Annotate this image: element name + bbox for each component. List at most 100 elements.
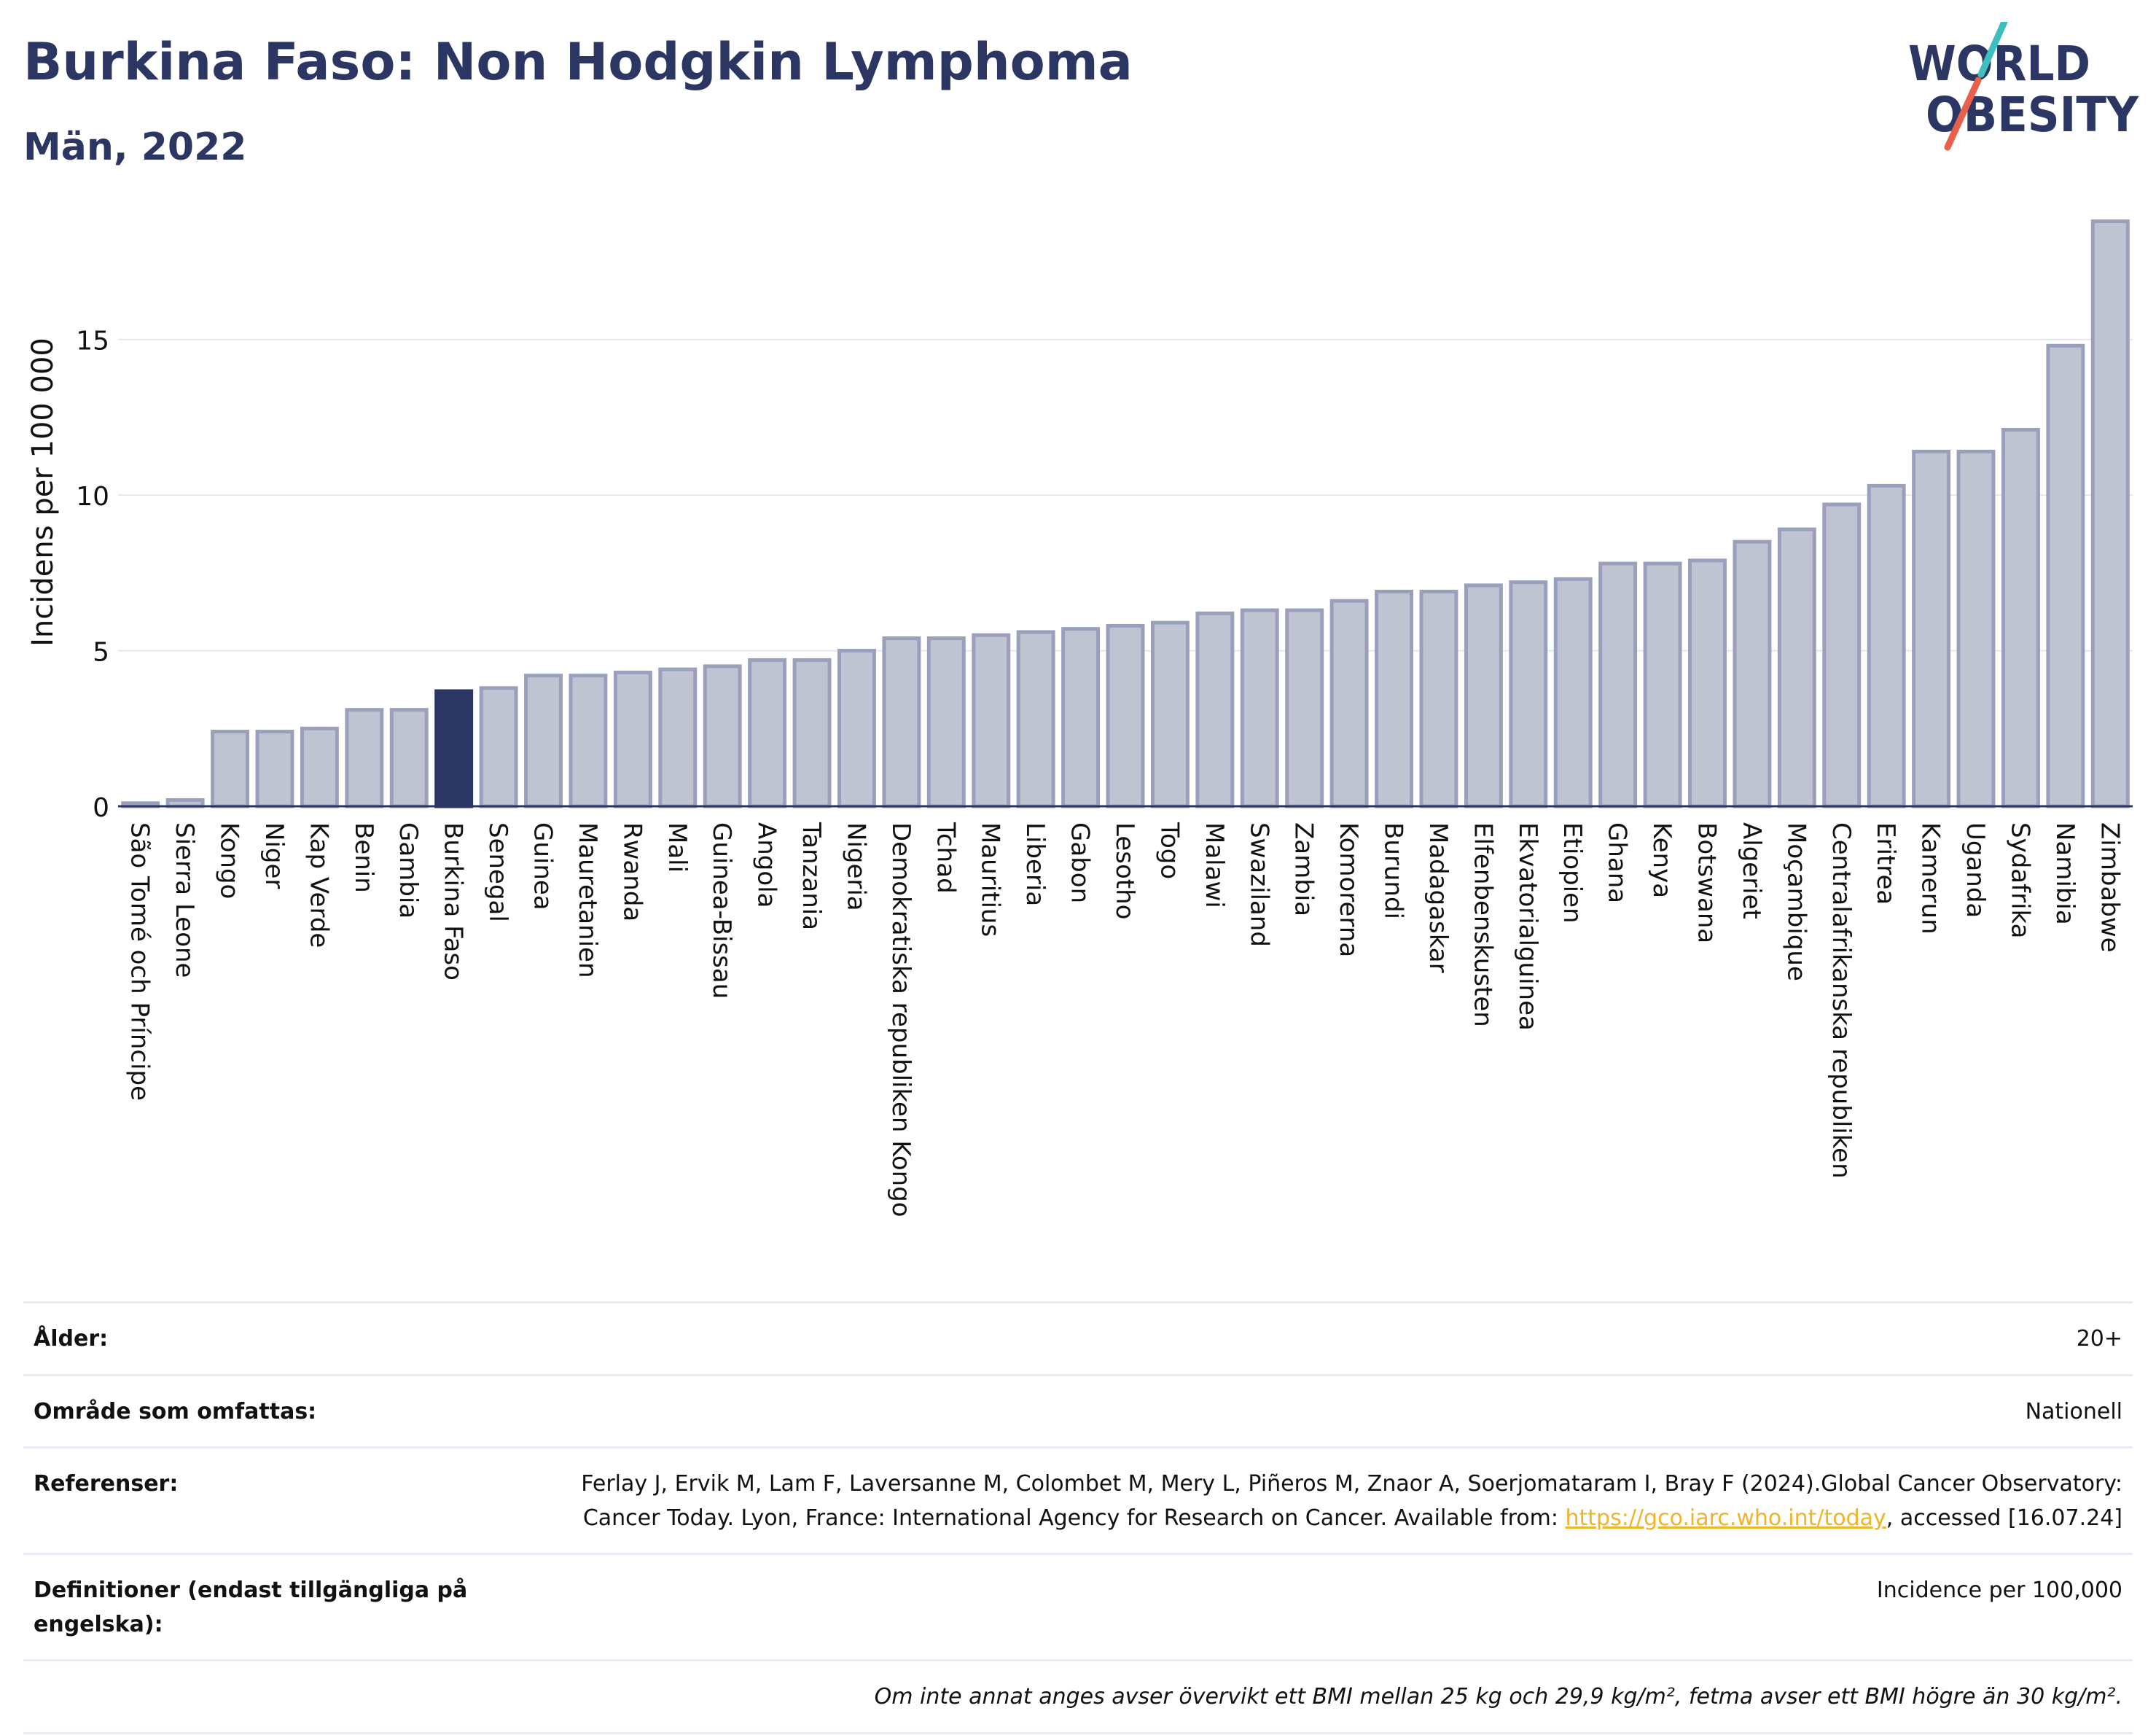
bar-madagaskar[interactable] xyxy=(1419,589,1458,808)
x-tick-label: Benin xyxy=(349,822,378,893)
bar-mauretanien[interactable] xyxy=(569,674,608,808)
age-value: 20+ xyxy=(2076,1326,2122,1352)
area-value: Nationell xyxy=(2025,1398,2122,1424)
bar-kenya[interactable] xyxy=(1643,561,1682,808)
bar-centralafrikanska-republiken[interactable] xyxy=(1822,502,1862,808)
x-tick-label: Uganda xyxy=(1961,822,1990,918)
bar-zambia[interactable] xyxy=(1285,608,1324,808)
page-subtitle: Män, 2022 xyxy=(23,125,247,169)
x-tick-label: Sydafrika xyxy=(2005,822,2034,938)
bar-botswana[interactable] xyxy=(1688,558,1727,808)
references-link[interactable]: https://gco.iarc.who.int/today xyxy=(1565,1505,1886,1531)
x-tick-label: Ekvatorialguinea xyxy=(1513,822,1542,1031)
references-text: Ferlay J, Ervik M, Lam F, Laversanne M, … xyxy=(581,1471,2122,1531)
bar-senegal[interactable] xyxy=(479,686,518,808)
definitions-value: Incidence per 100,000 xyxy=(1876,1578,2122,1603)
bar-algeriet[interactable] xyxy=(1733,539,1772,808)
page-title: Burkina Faso: Non Hodgkin Lymphoma xyxy=(23,32,1133,92)
bar-ekvatorialguinea[interactable] xyxy=(1509,580,1548,808)
bar-namibia[interactable] xyxy=(2046,343,2085,808)
y-axis-label: Incidens per 100 000 xyxy=(26,338,60,647)
x-tick-label: Namibia xyxy=(2050,822,2079,925)
info-row-age: Ålder: 20+ xyxy=(23,1301,2133,1374)
bar-etiopien[interactable] xyxy=(1553,577,1593,808)
bar-benin[interactable] xyxy=(345,708,384,808)
bar-swaziland[interactable] xyxy=(1240,608,1279,808)
bar-burkina-faso[interactable] xyxy=(434,689,474,808)
x-tick-label: Moçambique xyxy=(1781,822,1811,981)
bar-gabon[interactable] xyxy=(1061,627,1101,808)
x-tick-label: Swaziland xyxy=(1244,822,1273,947)
logo-slash-top xyxy=(1977,22,2008,78)
x-tick-label: Kongo xyxy=(215,822,244,899)
bar-liberia[interactable] xyxy=(1016,630,1055,808)
bar-chart: 0 5 10 15 São Tomé och Príncipe Sierra Leone… xyxy=(26,219,2133,1217)
bar-togo[interactable] xyxy=(1150,620,1190,808)
x-tick-label: Madagaskar xyxy=(1423,822,1453,973)
bar-elfenbenskusten[interactable] xyxy=(1464,583,1503,808)
references-label: Referenser: xyxy=(34,1471,179,1497)
x-tick-labels: São Tomé och Príncipe Sierra Leone Kongo Ni… xyxy=(125,822,2125,1217)
info-table: Ålder: 20+ Område som omfattas: Nationel… xyxy=(23,1301,2133,1734)
references-tail: , accessed [16.07.24] xyxy=(1886,1505,2122,1531)
x-tick-label: Mali xyxy=(663,822,692,873)
x-tick-label: Kamerun xyxy=(1916,822,1945,935)
x-tick-label: Guinea-Bissau xyxy=(707,822,736,999)
x-tick-label: Gabon xyxy=(1066,822,1095,903)
bar-niger[interactable] xyxy=(255,730,294,808)
x-tick-label: Angola xyxy=(752,822,781,908)
x-tick-label: Gambia xyxy=(394,822,423,919)
x-tick-label: Sierra Leone xyxy=(170,822,199,978)
references-value: Ferlay J, Ervik M, Lam F, Laversanne M, … xyxy=(500,1467,2122,1535)
info-row-definitions: Definitioner (endast tillgängliga på eng… xyxy=(23,1553,2133,1659)
age-label: Ålder: xyxy=(34,1326,109,1352)
bar-gambia[interactable] xyxy=(389,708,429,808)
y-tick-labels: 0 5 10 15 xyxy=(76,327,109,823)
x-tick-label: Burkina Faso xyxy=(439,822,468,980)
bar-guinea-bissau[interactable] xyxy=(703,664,742,808)
x-tick-label: Botswana xyxy=(1692,822,1721,943)
x-tick-label: Togo xyxy=(1155,822,1184,879)
bar-burundi[interactable] xyxy=(1375,589,1413,808)
bar-rwanda[interactable] xyxy=(613,670,652,808)
bar-guinea[interactable] xyxy=(524,674,563,808)
logo-slash-bottom xyxy=(1944,77,1982,151)
bar-sydafrika[interactable] xyxy=(2001,428,2040,808)
x-tick-label: Elfenbenskusten xyxy=(1468,822,1497,1027)
x-tick-label: Senegal xyxy=(483,822,512,922)
x-tick-label: Zambia xyxy=(1289,822,1319,916)
bar-mo-ambique[interactable] xyxy=(1777,527,1816,808)
bar-ghana[interactable] xyxy=(1598,561,1638,808)
bar-nigeria[interactable] xyxy=(837,649,876,808)
bar-eritrea[interactable] xyxy=(1867,483,1906,808)
bar-malawi[interactable] xyxy=(1195,611,1235,808)
y-tick-label: 5 xyxy=(93,638,109,668)
bar-mali[interactable] xyxy=(658,667,698,808)
x-tick-label: Algeriet xyxy=(1737,822,1766,919)
y-tick-label: 10 xyxy=(76,482,109,512)
definitions-label: Definitioner (endast tillgängliga på eng… xyxy=(34,1578,468,1637)
bar-kap-verde[interactable] xyxy=(300,726,339,808)
bar-lesotho[interactable] xyxy=(1106,623,1145,808)
bar-kongo[interactable] xyxy=(211,730,250,808)
x-tick-label: São Tomé och Príncipe xyxy=(125,822,155,1101)
logo-line1: WORLD xyxy=(1908,36,2090,92)
x-tick-label: Kenya xyxy=(1647,822,1676,898)
bar-kamerun[interactable] xyxy=(1912,449,1951,808)
bar-tchad[interactable] xyxy=(926,636,966,808)
bar-zimbabwe[interactable] xyxy=(2090,219,2130,808)
x-tick-label: Guinea xyxy=(528,822,558,911)
x-tick-label: Tanzania xyxy=(797,822,826,930)
bmi-note: Om inte annat anges avser övervikt ett B… xyxy=(874,1684,2122,1709)
bar-angola[interactable] xyxy=(748,658,787,808)
info-row-note: Om inte annat anges avser övervikt ett B… xyxy=(23,1659,2133,1734)
bar-demokratiska-republiken-kongo[interactable] xyxy=(882,636,921,808)
bar-mauritius[interactable] xyxy=(972,633,1011,808)
bar-komorerna[interactable] xyxy=(1329,599,1369,808)
x-tick-label: Rwanda xyxy=(617,822,647,921)
info-row-references: Referenser: Ferlay J, Ervik M, Lam F, La… xyxy=(23,1446,2133,1553)
bar-tanzania[interactable] xyxy=(792,658,832,808)
x-tick-label: Tchad xyxy=(931,822,960,894)
bar-uganda[interactable] xyxy=(1956,449,1996,808)
chart-bars xyxy=(121,219,2130,808)
